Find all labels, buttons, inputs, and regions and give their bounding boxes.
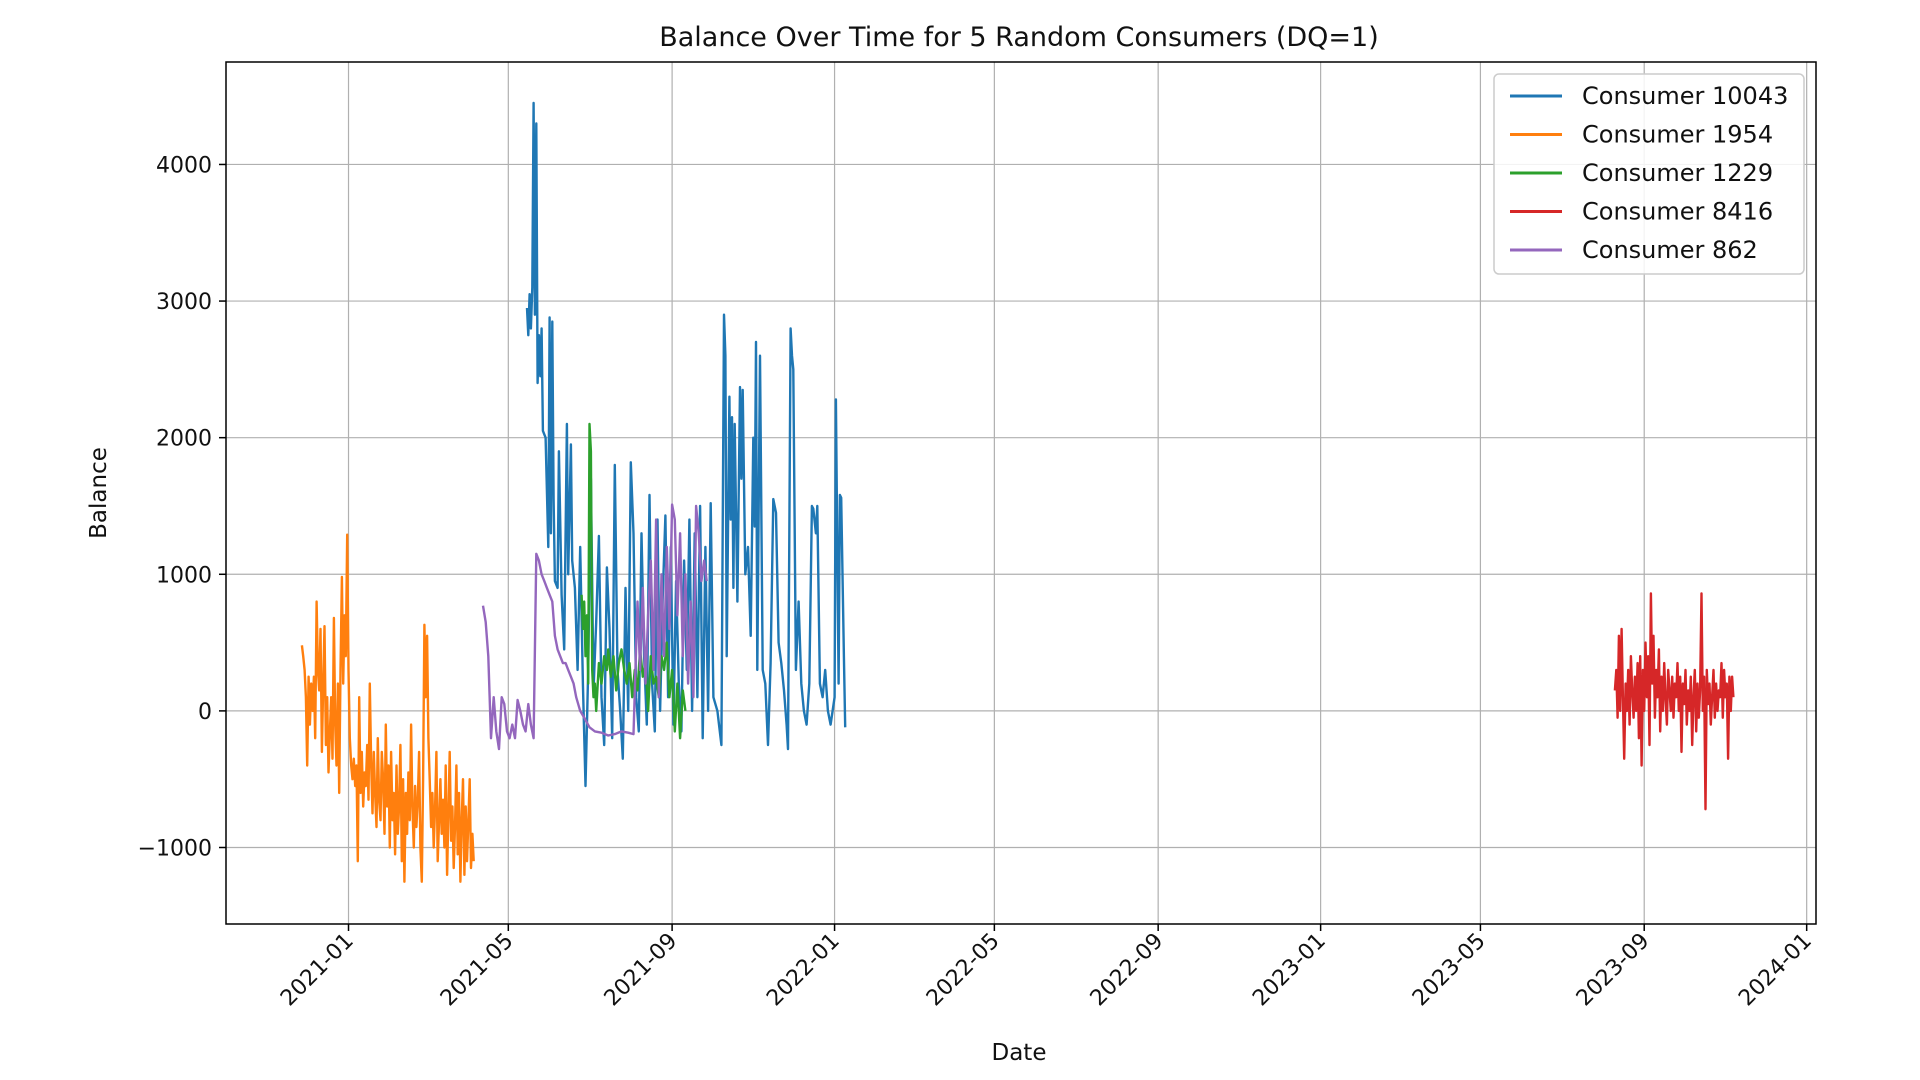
series-line-consumer-10043 [525,101,847,788]
chart-title: Balance Over Time for 5 Random Consumers… [659,22,1379,53]
legend-label: Consumer 862 [1582,236,1758,264]
legend-label: Consumer 8416 [1582,198,1773,226]
y-tick-label: 4000 [156,153,212,178]
y-tick-label: −1000 [138,836,212,861]
series-line-consumer-1954 [300,533,475,883]
legend-box [1493,73,1805,275]
series-line-consumer-8416 [1613,592,1735,811]
x-axis-label: Date [992,1040,1047,1066]
legend-items: Consumer 10043 Consumer 1954 Consumer 1229… [1510,82,1788,264]
series-lines [300,101,1735,883]
y-tick-label: 3000 [156,290,212,315]
plot-frame [225,61,1817,925]
legend-label: Consumer 10043 [1582,82,1788,110]
y-tick-label: 0 [198,700,212,725]
y-tick-label: 1000 [156,563,212,588]
y-axis-label: Balance [86,447,112,539]
y-tick-label: 2000 [156,427,212,452]
series-line-consumer-1229 [580,422,687,740]
legend-label: Consumer 1954 [1582,121,1773,149]
series-line-consumer-862 [481,503,708,751]
legend-label: Consumer 1229 [1582,159,1773,187]
legend: Consumer 10043 Consumer 1954 Consumer 1229… [1493,73,1805,275]
